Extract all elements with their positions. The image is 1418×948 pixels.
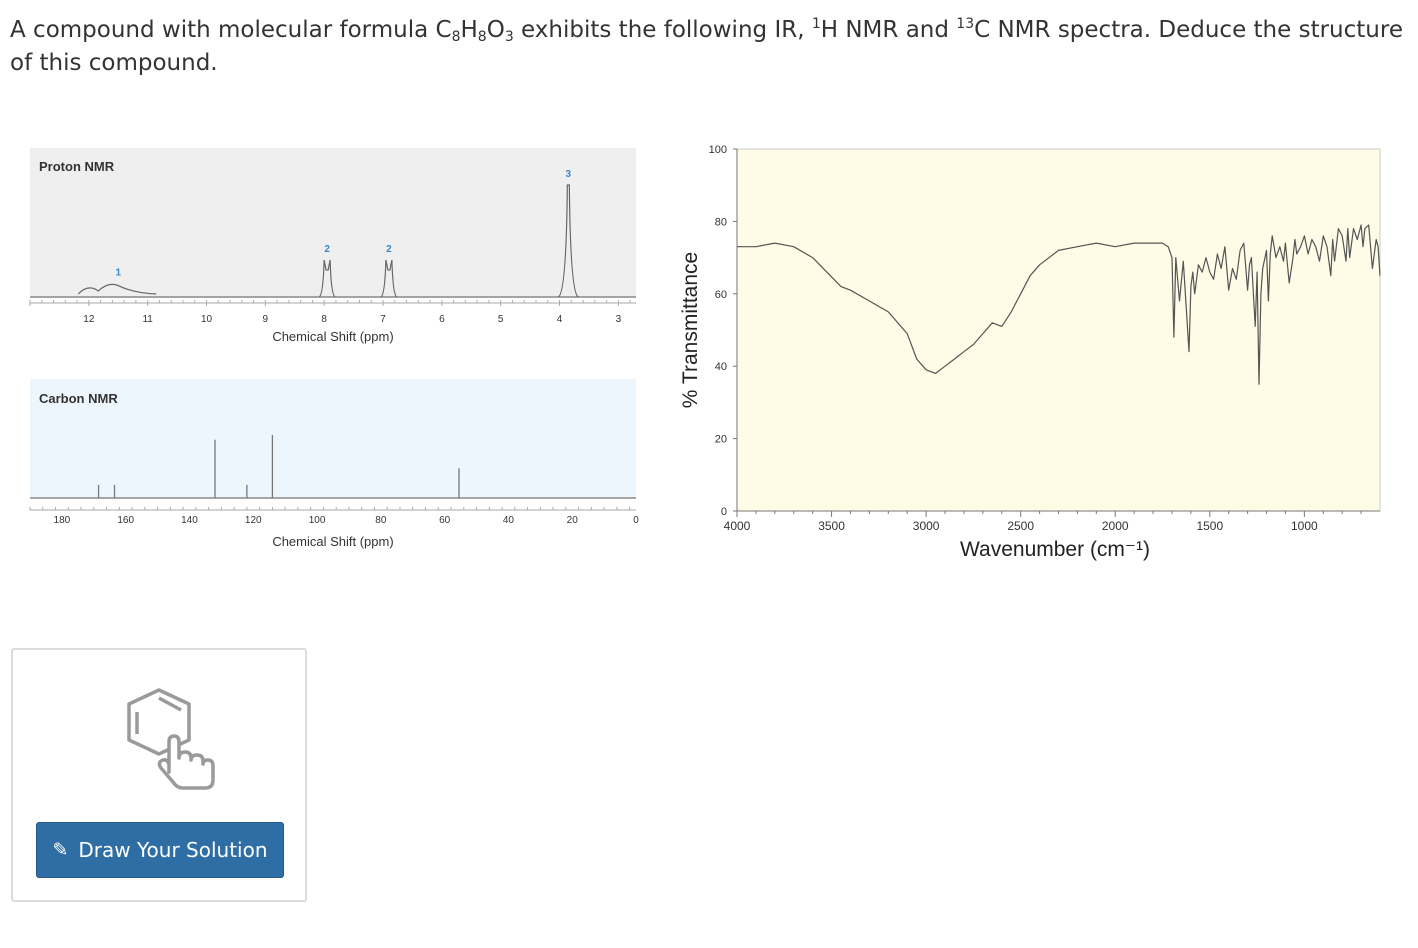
superscript: 13 xyxy=(956,16,975,32)
proton-tick-label: 6 xyxy=(439,314,445,325)
carbon-tick-label: 180 xyxy=(54,515,71,526)
carbon-panel-bg xyxy=(30,379,636,498)
proton-tick-label: 7 xyxy=(380,314,386,325)
proton-peak xyxy=(557,184,579,298)
draw-button-label: Draw Your Solution xyxy=(78,838,268,862)
ir-x-tick-label: 1000 xyxy=(1291,519,1318,533)
proton-tick-label: 12 xyxy=(83,314,95,325)
subscript: 8 xyxy=(451,29,461,45)
question-part: C NMR spectra. Deduce the structure of t… xyxy=(10,17,1411,76)
question-part: H NMR and xyxy=(820,17,957,43)
ir-y-tick-label: 0 xyxy=(721,506,727,518)
proton-integration-label: 2 xyxy=(324,244,330,255)
proton-tick-label: 11 xyxy=(142,314,153,325)
ir-x-tick-label: 1500 xyxy=(1196,519,1223,533)
carbon-tick-label: 100 xyxy=(309,515,326,526)
subscript: 3 xyxy=(504,29,514,45)
carbon-tick-label: 60 xyxy=(439,515,451,526)
carbon-tick-label: 160 xyxy=(117,515,134,526)
proton-x-axis-label: Chemical Shift (ppm) xyxy=(272,329,393,344)
ir-x-tick-label: 2500 xyxy=(1007,519,1034,533)
carbon-tick-label: 140 xyxy=(181,515,198,526)
question-text: A compound with molecular formula C8H8O3… xyxy=(10,14,1405,80)
proton-integration-label: 1 xyxy=(115,268,121,279)
proton-nmr-title: Proton NMR xyxy=(39,159,115,174)
ir-y-tick-label: 80 xyxy=(715,216,727,228)
question-part: H xyxy=(460,17,478,43)
proton-panel-bg xyxy=(30,148,636,297)
superscript: 1 xyxy=(811,16,821,32)
pencil-icon: ✎ xyxy=(52,838,69,861)
proton-tick-label: 8 xyxy=(321,314,327,325)
ir-x-tick-label: 4000 xyxy=(724,519,751,533)
proton-peak xyxy=(77,283,157,295)
subscript: 8 xyxy=(477,29,487,45)
ir-x-axis-label: Wavenumber (cm⁻¹) xyxy=(960,538,1150,561)
ir-y-tick-label: 60 xyxy=(715,289,727,301)
carbon-tick-label: 120 xyxy=(245,515,262,526)
ir-x-tick-label: 2000 xyxy=(1102,519,1129,533)
proton-integration-label: 3 xyxy=(566,169,572,180)
question-part: exhibits the following IR, xyxy=(513,17,812,43)
proton-peak xyxy=(380,259,398,298)
ir-y-tick-label: 20 xyxy=(715,434,727,446)
ir-y-tick-label: 40 xyxy=(715,361,727,373)
solution-card: ✎ Draw Your Solution xyxy=(11,648,307,902)
carbon-tick-label: 20 xyxy=(567,515,579,526)
proton-tick-label: 3 xyxy=(616,314,622,325)
ir-y-tick-label: 100 xyxy=(709,144,727,156)
carbon-tick-label: 40 xyxy=(503,515,515,526)
question-part: O xyxy=(486,17,505,43)
question-part: A compound with molecular formula C xyxy=(10,17,452,43)
proton-peak xyxy=(318,259,336,298)
proton-tick-label: 9 xyxy=(263,314,269,325)
carbon-nmr-title: Carbon NMR xyxy=(39,391,118,406)
spectra-figure: Proton NMR 12 11 10 9 8 7 6 5 4 3 Chemical Shift (p… xyxy=(0,140,1418,580)
carbon-tick-label: 0 xyxy=(633,515,639,526)
draw-structure-icon xyxy=(127,688,215,790)
proton-tick-label: 5 xyxy=(498,314,504,325)
ir-y-axis-label: % Transmittance xyxy=(679,252,702,408)
carbon-x-axis-label: Chemical Shift (ppm) xyxy=(272,534,393,549)
ir-spectrum-line xyxy=(737,224,1381,385)
proton-tick-label: 10 xyxy=(201,314,213,325)
carbon-tick-label: 80 xyxy=(375,515,387,526)
ir-plot-area xyxy=(736,148,1381,512)
ir-x-tick-label: 3500 xyxy=(818,519,845,533)
ir-x-tick-label: 3000 xyxy=(913,519,940,533)
proton-tick-label: 4 xyxy=(557,314,563,325)
draw-your-solution-button[interactable]: ✎ Draw Your Solution xyxy=(36,822,284,878)
proton-integration-label: 2 xyxy=(386,244,392,255)
